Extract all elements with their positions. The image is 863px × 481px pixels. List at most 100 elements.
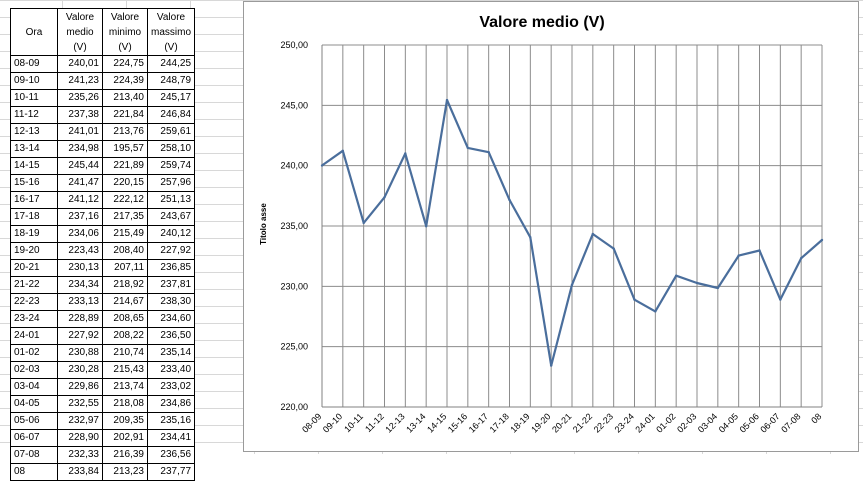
value-cell[interactable]: 224,75 (102, 55, 148, 73)
hour-cell[interactable]: 04-05 (10, 395, 58, 413)
value-cell[interactable]: 236,85 (146, 259, 196, 277)
value-cell[interactable]: 234,60 (146, 310, 196, 328)
value-cell[interactable]: 228,89 (57, 310, 103, 328)
value-cell[interactable]: 233,84 (57, 463, 103, 481)
value-cell[interactable]: 251,13 (146, 191, 196, 209)
hour-cell[interactable]: 01-02 (10, 344, 58, 362)
hour-cell[interactable]: 22-23 (10, 293, 58, 311)
hour-cell[interactable]: 24-01 (10, 327, 58, 345)
value-cell[interactable]: 240,12 (146, 225, 196, 243)
value-cell[interactable]: 210,74 (102, 344, 148, 362)
value-cell[interactable]: 221,84 (102, 106, 148, 124)
hour-cell[interactable]: 08 (10, 463, 58, 481)
value-cell[interactable]: 232,97 (57, 412, 103, 430)
value-cell[interactable]: 214,67 (102, 293, 148, 311)
value-cell[interactable]: 233,40 (146, 361, 196, 379)
value-cell[interactable]: 234,41 (146, 429, 196, 447)
value-cell[interactable]: 248,79 (146, 72, 196, 90)
value-cell[interactable]: 222,12 (102, 191, 148, 209)
value-cell[interactable]: 208,22 (102, 327, 148, 345)
hour-cell[interactable]: 07-08 (10, 446, 58, 464)
value-cell[interactable]: 245,44 (57, 157, 103, 175)
value-cell[interactable]: 216,39 (102, 446, 148, 464)
hour-cell[interactable]: 16-17 (10, 191, 58, 209)
hour-cell[interactable]: 19-20 (10, 242, 58, 260)
value-cell[interactable]: 208,65 (102, 310, 148, 328)
hour-cell[interactable]: 18-19 (10, 225, 58, 243)
value-cell[interactable]: 195,57 (102, 140, 148, 158)
value-cell[interactable]: 209,35 (102, 412, 148, 430)
value-cell[interactable]: 240,01 (57, 55, 103, 73)
value-cell[interactable]: 213,40 (102, 89, 148, 107)
value-cell[interactable]: 208,40 (102, 242, 148, 260)
value-cell[interactable]: 213,23 (102, 463, 148, 481)
value-cell[interactable]: 213,74 (102, 378, 148, 396)
value-cell[interactable]: 237,38 (57, 106, 103, 124)
value-cell[interactable]: 259,74 (146, 157, 196, 175)
hour-cell[interactable]: 23-24 (10, 310, 58, 328)
value-cell[interactable]: 241,01 (57, 123, 103, 141)
value-cell[interactable]: 227,92 (57, 327, 103, 345)
chart-area[interactable]: Valore medio (V) Titolo asse 220,00 225,0… (243, 1, 859, 452)
value-cell[interactable]: 230,28 (57, 361, 103, 379)
hour-cell[interactable]: 17-18 (10, 208, 58, 226)
value-cell[interactable]: 224,39 (102, 72, 148, 90)
value-cell[interactable]: 230,88 (57, 344, 103, 362)
value-cell[interactable]: 236,56 (146, 446, 196, 464)
hour-cell[interactable]: 11-12 (10, 106, 58, 124)
value-cell[interactable]: 241,23 (57, 72, 103, 90)
value-cell[interactable]: 245,17 (146, 89, 196, 107)
value-cell[interactable]: 215,49 (102, 225, 148, 243)
value-cell[interactable]: 213,76 (102, 123, 148, 141)
value-cell[interactable]: 234,86 (146, 395, 196, 413)
value-cell[interactable]: 228,90 (57, 429, 103, 447)
hour-cell[interactable]: 14-15 (10, 157, 58, 175)
value-cell[interactable]: 229,86 (57, 378, 103, 396)
value-cell[interactable]: 238,30 (146, 293, 196, 311)
value-cell[interactable]: 233,02 (146, 378, 196, 396)
value-cell[interactable]: 246,84 (146, 106, 196, 124)
value-cell[interactable]: 241,47 (57, 174, 103, 192)
value-cell[interactable]: 241,12 (57, 191, 103, 209)
value-cell[interactable]: 221,89 (102, 157, 148, 175)
hour-cell[interactable]: 09-10 (10, 72, 58, 90)
value-cell[interactable]: 218,92 (102, 276, 148, 294)
value-cell[interactable]: 223,43 (57, 242, 103, 260)
hour-cell[interactable]: 20-21 (10, 259, 58, 277)
value-cell[interactable]: 257,96 (146, 174, 196, 192)
value-cell[interactable]: 230,13 (57, 259, 103, 277)
value-cell[interactable]: 217,35 (102, 208, 148, 226)
hour-cell[interactable]: 15-16 (10, 174, 58, 192)
value-cell[interactable]: 244,25 (146, 55, 196, 73)
value-cell[interactable]: 234,34 (57, 276, 103, 294)
value-cell[interactable]: 258,10 (146, 140, 196, 158)
value-cell[interactable]: 237,77 (146, 463, 196, 481)
value-cell[interactable]: 215,43 (102, 361, 148, 379)
value-cell[interactable]: 234,06 (57, 225, 103, 243)
value-cell[interactable]: 237,16 (57, 208, 103, 226)
hour-cell[interactable]: 02-03 (10, 361, 58, 379)
value-cell[interactable]: 237,81 (146, 276, 196, 294)
hour-cell[interactable]: 08-09 (10, 55, 58, 73)
value-cell[interactable]: 232,33 (57, 446, 103, 464)
value-cell[interactable]: 243,67 (146, 208, 196, 226)
value-cell[interactable]: 232,55 (57, 395, 103, 413)
hour-cell[interactable]: 10-11 (10, 89, 58, 107)
hour-cell[interactable]: 12-13 (10, 123, 58, 141)
value-cell[interactable]: 235,26 (57, 89, 103, 107)
value-cell[interactable]: 235,14 (146, 344, 196, 362)
value-cell[interactable]: 259,61 (146, 123, 196, 141)
value-cell[interactable]: 207,11 (102, 259, 148, 277)
hour-cell[interactable]: 05-06 (10, 412, 58, 430)
value-cell[interactable]: 236,50 (146, 327, 196, 345)
value-cell[interactable]: 233,13 (57, 293, 103, 311)
value-cell[interactable]: 220,15 (102, 174, 148, 192)
value-cell[interactable]: 227,92 (146, 242, 196, 260)
value-cell[interactable]: 202,91 (102, 429, 148, 447)
hour-cell[interactable]: 03-04 (10, 378, 58, 396)
value-cell[interactable]: 218,08 (102, 395, 148, 413)
value-cell[interactable]: 235,16 (146, 412, 196, 430)
hour-cell[interactable]: 13-14 (10, 140, 58, 158)
value-cell[interactable]: 234,98 (57, 140, 103, 158)
hour-cell[interactable]: 06-07 (10, 429, 58, 447)
